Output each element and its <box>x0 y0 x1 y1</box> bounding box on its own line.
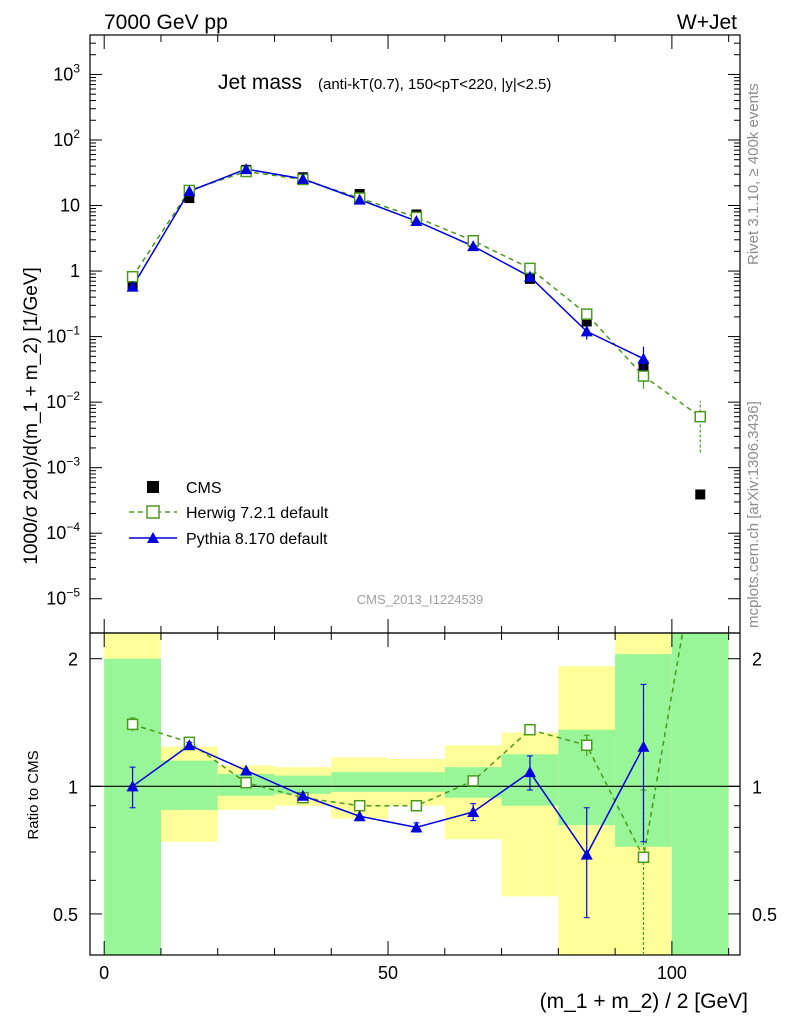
main-ytick-label: 102 <box>53 127 80 150</box>
pythia-point <box>296 172 309 184</box>
pythia-point <box>240 163 253 175</box>
pythia-point <box>410 215 423 227</box>
data-series <box>126 163 707 955</box>
rivet-label: Rivet 3.1.10, ≥ 400k events <box>745 83 762 265</box>
ratio-ytick-label-right: 1 <box>752 777 762 797</box>
cms-point <box>581 316 592 327</box>
main-panel-background <box>90 35 740 633</box>
ratio-herwig-point <box>524 723 536 736</box>
header-right: W+Jet <box>677 11 737 34</box>
main-ytick-label: 10 <box>60 196 80 216</box>
ratio-pythia-point <box>410 821 423 833</box>
ratio-xtick-label: 0 <box>99 963 109 983</box>
ratio-pythia-point <box>353 810 366 822</box>
herwig-point <box>694 410 707 423</box>
legend-cms-marker <box>147 481 159 493</box>
herwig-point <box>580 308 593 320</box>
ratio-herwig-point <box>353 799 366 812</box>
ratio-xtick-label: 50 <box>378 963 398 983</box>
legend: CMS Herwig 7.2.1 default Pythia 8.170 de… <box>129 480 329 548</box>
pythia-point <box>353 193 366 205</box>
ratio-pythia-point <box>296 789 309 801</box>
mcplots-label: mcplots.cern.ch [arXiv:1306.3436] <box>745 401 762 628</box>
main-ytick-exponent: 3 <box>73 61 80 75</box>
main-ytick-exponent: −5 <box>66 586 80 600</box>
main-subtitle: (anti-kT(0.7), 150<pT<220, |y|<2.5) <box>318 76 551 93</box>
legend-pythia-marker <box>147 532 159 543</box>
main-ytick-label: 10−1 <box>46 324 80 347</box>
pythia-line <box>131 168 644 360</box>
legend-herwig-marker <box>146 505 160 519</box>
ratio-pythia-point <box>637 740 650 752</box>
ratio-herwig-point <box>240 776 252 789</box>
pythia-point <box>467 240 480 252</box>
band-inner-4 <box>331 772 389 792</box>
main-ytick-exponent: −4 <box>66 520 80 534</box>
header-left: 7000 GeV pp <box>104 11 228 34</box>
axes-frames <box>89 34 741 956</box>
main-ytick-label: 1 <box>70 261 80 281</box>
band-inner-5 <box>388 772 445 792</box>
ratio-ytick-label: 2 <box>68 650 78 670</box>
ratio-herwig-point <box>410 799 423 812</box>
main-ytick-exponent: −2 <box>66 389 80 403</box>
ratio-herwig-point <box>637 851 650 864</box>
legend-cms-label: CMS <box>186 480 222 497</box>
cms-point <box>184 193 195 204</box>
ratio-herwig-point <box>467 775 479 787</box>
ratio-pythia-point <box>183 739 196 751</box>
ratio-herwig-point <box>126 718 139 731</box>
main-ytick-label: 10−4 <box>46 520 80 543</box>
herwig-point <box>637 370 650 382</box>
band-inner-10 <box>671 633 729 955</box>
pythia-point <box>523 270 536 282</box>
main-ytick-label: 103 <box>53 61 80 84</box>
ratio-herwig-point <box>580 739 593 751</box>
band-inner-1 <box>160 760 218 810</box>
ratio-panel-frame <box>89 632 741 956</box>
ratio-pythia-point <box>580 848 593 860</box>
pythia-point <box>126 280 139 292</box>
herwig-point <box>126 270 139 283</box>
pythia-point <box>580 325 593 337</box>
main-ylabel: 1000/σ 2dσ)/d(m_1 + m_2) [1/GeV] <box>21 267 42 565</box>
ratio-ylabel: Ratio to CMS <box>25 750 42 839</box>
main-ytick-exponent: −1 <box>66 324 80 338</box>
main-ytick-label: 10−2 <box>46 389 80 412</box>
main-ytick-exponent: −3 <box>66 455 80 469</box>
cms-point <box>695 489 706 500</box>
ratio-xtick-label: 100 <box>657 963 687 983</box>
ratio-xlabel: (m_1 + m_2) / 2 [GeV] <box>540 990 748 1013</box>
ratio-ytick-label-right: 2 <box>752 650 762 670</box>
ratio-pythia-point <box>523 766 536 778</box>
pythia-point <box>183 185 196 197</box>
ratio-ytick-label: 0.5 <box>53 905 78 925</box>
ratio-pythia-point <box>126 780 139 792</box>
main-ytick-exponent: 2 <box>73 127 80 141</box>
ratio-pythia-point <box>240 764 253 776</box>
ratio-herwig-line <box>132 632 684 860</box>
legend-herwig-label: Herwig 7.2.1 default <box>186 505 329 522</box>
ratio-pythia-line <box>132 744 645 857</box>
ratio-ytick-label: 1 <box>68 777 78 797</box>
pythia-point <box>637 352 650 364</box>
ratio-pythia-point <box>467 805 480 817</box>
main-title: Jet mass <box>218 71 302 94</box>
watermark: CMS_2013_I1224539 <box>357 592 484 607</box>
main-ytick-label: 10−5 <box>46 586 80 609</box>
main-ytick-label: 10−3 <box>46 455 80 478</box>
legend-pythia-label: Pythia 8.170 default <box>186 531 328 548</box>
ratio-ytick-label-right: 0.5 <box>752 905 777 925</box>
